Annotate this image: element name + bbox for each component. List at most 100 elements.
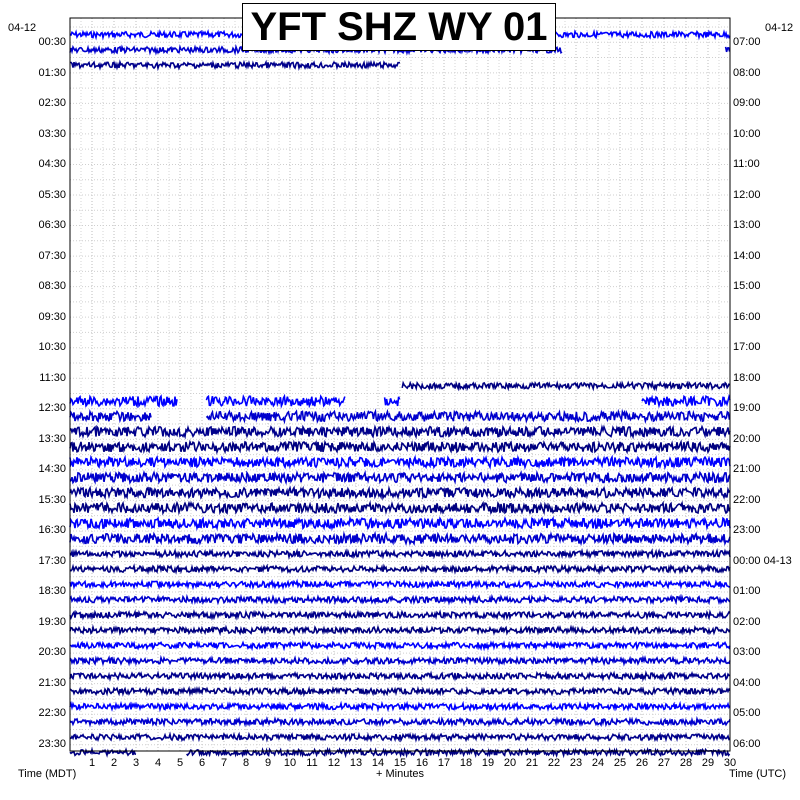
trace-segment (69, 424, 731, 440)
left-time-label: 21:30 (38, 676, 66, 689)
trace-segment (69, 685, 731, 698)
left-time-label: 13:30 (38, 432, 66, 445)
right-time-label: 05:00 (733, 707, 761, 719)
x-axis-title: + Minutes (376, 768, 424, 780)
x-tick-label: 20 (503, 757, 517, 769)
x-tick-label: 30 (723, 757, 737, 769)
trace-segment (641, 393, 731, 409)
trace-segment (69, 394, 178, 409)
trace-segment (69, 515, 731, 532)
trace-segment (69, 593, 731, 606)
x-tick-label: 26 (635, 757, 649, 769)
right-time-label: 06:00 (733, 737, 761, 750)
x-tick-label: 23 (569, 757, 583, 769)
left-time-label: 10:30 (38, 341, 66, 353)
right-time-label: 02:00 (733, 615, 761, 628)
right-time-label: 09:00 (733, 97, 761, 109)
left-time-label: 22:30 (38, 707, 66, 719)
x-tick-label: 28 (679, 757, 693, 769)
trace-segment (401, 380, 730, 392)
x-tick-label: 19 (481, 757, 495, 769)
left-time-label: 18:30 (38, 585, 66, 597)
right-time-label: 18:00 (733, 371, 761, 384)
trace-segment (69, 547, 731, 560)
x-tick-label: 3 (132, 757, 140, 769)
right-time-label: 03:00 (733, 646, 761, 658)
trace-segment (69, 639, 731, 652)
x-tick-label: 11 (306, 757, 318, 769)
left-time-label: 23:30 (38, 737, 66, 750)
right-time-label: 13:00 (733, 219, 761, 231)
left-time-label: 19:30 (38, 615, 66, 628)
x-tick-label: 24 (591, 757, 605, 769)
left-time-label: 00:30 (38, 36, 66, 48)
x-tick-label: 21 (525, 757, 539, 769)
trace-segment (69, 746, 137, 758)
left-time-label: 01:30 (38, 66, 66, 79)
trace-segment (309, 394, 346, 408)
x-tick-label: 15 (393, 757, 407, 769)
left-time-label: 17:30 (38, 554, 66, 567)
right-time-label: 11:00 (733, 158, 760, 170)
right-time-label: 23:00 (733, 524, 761, 536)
x-tick-label: 4 (154, 757, 162, 769)
right-time-label: 17:00 (733, 341, 761, 353)
right-time-label: 20:00 (733, 432, 761, 445)
trace-segment (69, 469, 731, 486)
trace-segment (69, 563, 731, 576)
trace-segment (69, 530, 731, 547)
x-tick-label: 2 (110, 757, 118, 769)
x-tick-label: 13 (349, 757, 363, 769)
trace-segment (69, 731, 731, 743)
trace-segment (69, 715, 731, 728)
right-time-label: 22:00 (733, 493, 761, 506)
right-time-label: 15:00 (733, 280, 761, 292)
left-time-label: 02:30 (38, 97, 66, 109)
x-tick-label: 18 (459, 757, 473, 769)
left-time-label: 08:30 (38, 280, 66, 292)
x-tick-label: 10 (283, 757, 297, 769)
left-axis-title: Time (MDT) (18, 768, 77, 780)
left-time-label: 07:30 (38, 249, 66, 262)
trace-segment (69, 700, 731, 713)
x-tick-label: 29 (701, 757, 715, 769)
chart-title: YFT SHZ WY 01 (242, 3, 556, 51)
left-time-label: 16:30 (38, 524, 66, 536)
left-time-label: 14:30 (38, 463, 66, 475)
right-time-label: 19:00 (733, 402, 761, 414)
trace-segment (69, 408, 152, 424)
left-time-label: 05:30 (38, 188, 66, 201)
right-axis-title: Time (UTC) (729, 768, 787, 780)
trace-segment (69, 608, 731, 621)
x-tick-label: 14 (371, 757, 385, 769)
left-time-label: 04:30 (38, 158, 66, 170)
left-time-label: 15:30 (38, 493, 66, 506)
trace-segment (69, 439, 731, 456)
trace-segment (69, 578, 731, 591)
x-tick-label: 8 (242, 757, 250, 769)
left-time-label: 03:30 (38, 127, 66, 140)
left-date-label: 04-12 (8, 22, 37, 34)
trace-segment (69, 624, 731, 637)
right-time-label: 01:00 (733, 585, 761, 597)
right-time-label: 14:00 (733, 249, 761, 262)
trace-segment (69, 654, 731, 667)
trace-segment (69, 500, 731, 516)
trace-segment (69, 59, 401, 72)
right-time-label: 04:00 (733, 676, 761, 689)
left-time-label: 12:30 (38, 402, 66, 414)
x-tick-label: 17 (437, 757, 451, 769)
left-time-label: 11:30 (39, 371, 66, 384)
right-time-label: 00:00 04-13 (733, 554, 792, 567)
x-tick-label: 25 (613, 757, 627, 769)
x-tick-label: 7 (220, 757, 228, 769)
x-tick-label: 6 (198, 757, 206, 769)
right-time-label: 12:00 (733, 188, 761, 201)
right-time-label: 08:00 (733, 66, 761, 79)
right-time-label: 07:00 (733, 36, 761, 48)
right-date-label: 04-12 (765, 22, 794, 34)
right-time-label: 10:00 (733, 127, 761, 140)
trace-segment (383, 396, 401, 407)
x-tick-label: 27 (657, 757, 671, 769)
